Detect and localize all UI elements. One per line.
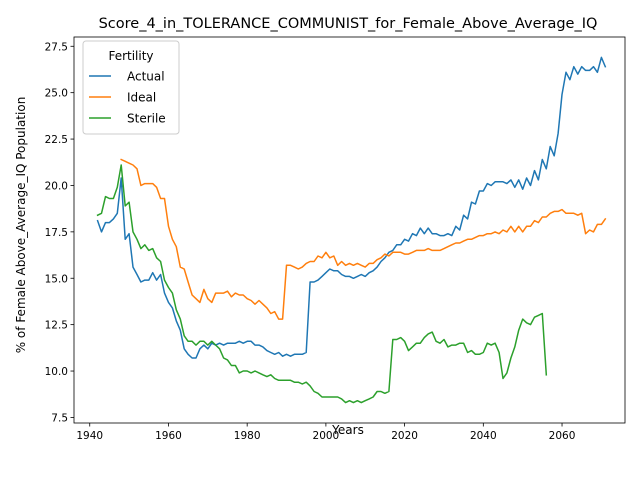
series-line-ideal	[120, 158, 607, 320]
x-axis-label: Years	[331, 423, 364, 437]
chart-title: Score_4_in_TOLERANCE_COMMUNIST_for_Femal…	[99, 16, 598, 32]
axes-layer: 1940 1960 1980 2000 2020 2040 2060 7.5 10.0 12.5 1…	[45, 36, 626, 442]
y-tick-label: 10.0	[45, 366, 68, 378]
x-tick-label: 2060	[549, 430, 576, 442]
x-tick-label: 1960	[155, 430, 182, 442]
legend: Fertility Actual Ideal Sterile	[82, 40, 180, 135]
y-tick-label: 27.5	[45, 41, 68, 53]
series-line-sterile	[96, 164, 548, 404]
y-tick-label: 20.0	[45, 180, 68, 192]
plot-frame	[73, 36, 626, 424]
x-tick-label: 2000	[313, 430, 340, 442]
legend-label-ideal: Ideal	[127, 91, 156, 105]
series-layer	[96, 56, 607, 404]
legend-label-actual: Actual	[127, 70, 165, 84]
y-tick-label: 25.0	[45, 88, 68, 100]
x-tick-label: 1980	[234, 430, 261, 442]
legend-items: Actual Ideal Sterile	[89, 70, 166, 126]
y-axis-label: % of Female Above_Average_IQ Population	[14, 97, 28, 354]
legend-frame	[82, 40, 180, 135]
y-tick-label: 17.5	[45, 227, 68, 239]
legend-title: Fertility	[108, 49, 153, 63]
x-tick-label: 2020	[391, 430, 418, 442]
y-tick-label: 12.5	[45, 320, 68, 332]
x-tick-label: 2040	[470, 430, 497, 442]
y-tick-label: 15.0	[45, 273, 68, 285]
y-tick-label: 7.5	[51, 412, 68, 424]
y-tick-label: 22.5	[45, 134, 68, 146]
series-line-actual	[96, 56, 607, 359]
x-tick-label: 1940	[76, 430, 103, 442]
legend-label-sterile: Sterile	[127, 112, 166, 126]
